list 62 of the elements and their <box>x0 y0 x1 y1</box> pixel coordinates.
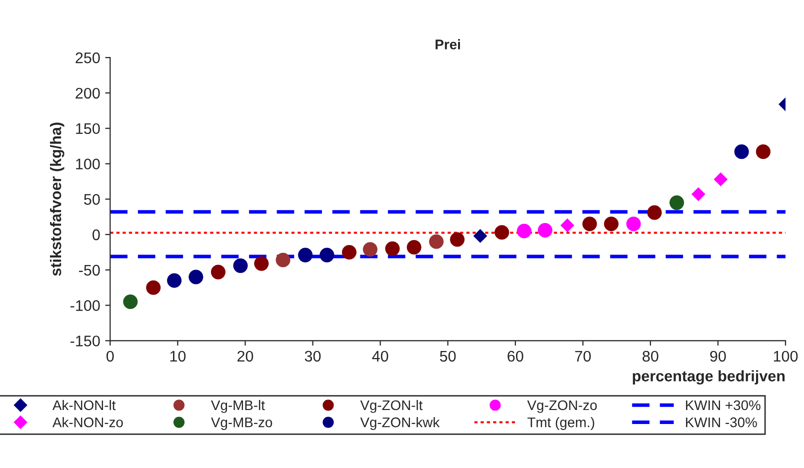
x-tick-label: 70 <box>575 350 591 362</box>
x-tick-label: 0 <box>106 350 114 362</box>
point <box>450 232 465 247</box>
y-axis-title: stikstofafvoer (kg/ha) <box>50 122 64 276</box>
y-tick-label: -100 <box>70 300 100 311</box>
x-axis-title: percentage bedrijven <box>632 370 785 385</box>
point <box>734 144 749 159</box>
x-tick-label: 60 <box>508 350 524 362</box>
x-tick-label: 20 <box>237 350 254 362</box>
point <box>429 234 444 249</box>
y-tick-label: 250 <box>76 52 100 64</box>
x-tick-label: 80 <box>642 350 658 362</box>
point <box>188 270 204 284</box>
point <box>210 264 226 280</box>
x-tick-label: 40 <box>372 350 388 362</box>
legend-label: KWIN +30% <box>686 400 760 410</box>
point <box>320 248 334 262</box>
point <box>560 218 574 232</box>
point <box>494 225 510 240</box>
y-tick-label: 150 <box>76 123 100 134</box>
point <box>276 252 290 268</box>
legend-label: KWIN -30% <box>686 417 757 428</box>
point <box>604 216 619 232</box>
point <box>516 224 532 238</box>
y-tick-label: 200 <box>76 88 100 99</box>
point <box>582 216 597 232</box>
legend-label: Vg-ZON-lt <box>360 400 423 413</box>
x-tick-label: 100 <box>774 350 798 362</box>
point <box>406 240 422 255</box>
x-tick-label: 90 <box>710 350 726 362</box>
point <box>298 248 313 262</box>
point <box>756 144 771 159</box>
point <box>691 187 706 202</box>
point <box>647 205 662 220</box>
point <box>342 244 357 260</box>
point <box>362 242 378 257</box>
y-tick-label: -150 <box>70 336 100 346</box>
legend-label: Vg-ZON-kwk <box>360 417 440 430</box>
x-tick-label: 10 <box>170 350 186 362</box>
legend-label: Ak-NON-zo <box>52 417 123 428</box>
y-tick-label: 0 <box>92 229 100 240</box>
point <box>385 241 400 256</box>
y-tick-label: -50 <box>79 264 100 276</box>
point <box>714 172 728 186</box>
point <box>626 216 641 232</box>
chart-title: Prei <box>436 39 460 50</box>
point <box>254 256 269 271</box>
y-tick-label: 100 <box>76 158 100 170</box>
point <box>233 258 248 273</box>
legend-label: Ak-NON-lt <box>52 400 116 410</box>
x-tick-label: 50 <box>440 350 456 362</box>
x-tick-label: 30 <box>304 350 321 362</box>
point <box>669 195 684 210</box>
point <box>146 280 161 295</box>
point <box>167 273 182 288</box>
legend-label: Vg-MB-zo <box>211 418 272 430</box>
point <box>123 294 138 310</box>
y-tick-label: 50 <box>84 194 100 205</box>
legend-label: Vg-MB-lt <box>211 400 265 413</box>
point <box>538 222 552 238</box>
legend-label: Vg-ZON-zo <box>527 400 597 413</box>
legend-label: Tmt (gem.) <box>527 417 594 430</box>
